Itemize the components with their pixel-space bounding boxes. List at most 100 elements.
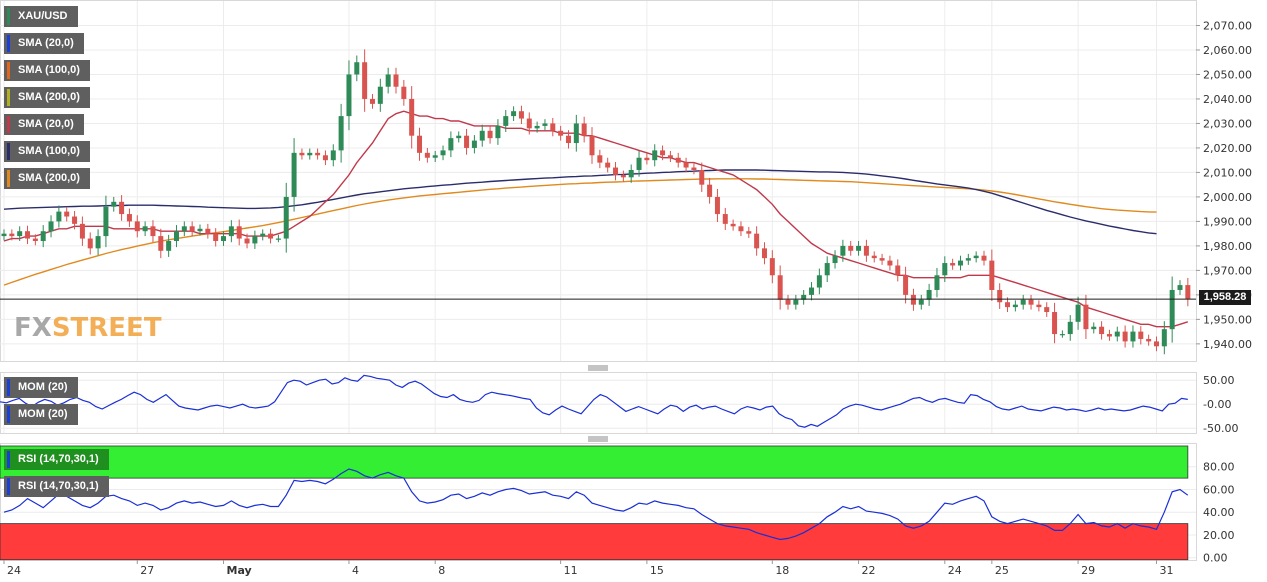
legend-label: SMA (100,0) xyxy=(18,145,80,157)
candle xyxy=(40,225,46,248)
candle xyxy=(863,239,869,262)
date-label: 27 xyxy=(140,564,154,577)
mom-tick-label: 50.00 xyxy=(1203,374,1235,387)
candle xyxy=(385,67,391,94)
candle xyxy=(1075,296,1081,330)
legend-item[interactable]: SMA (20,0) xyxy=(4,33,84,54)
candle-body xyxy=(895,265,901,276)
candle-body xyxy=(150,226,156,237)
candle xyxy=(707,177,713,204)
price-tick-label: 1,970.00 xyxy=(1203,264,1252,277)
candle-body xyxy=(769,258,775,276)
candle-body xyxy=(707,184,713,197)
candle xyxy=(605,157,611,173)
candle xyxy=(746,226,752,238)
price-tick-label: 2,060.00 xyxy=(1203,44,1252,57)
candle xyxy=(268,228,274,244)
candle xyxy=(354,55,360,82)
candle xyxy=(730,219,736,231)
candle-body xyxy=(40,231,46,241)
legend-item[interactable]: RSI (14,70,30,1) xyxy=(4,449,109,470)
legend-item[interactable]: SMA (200,0) xyxy=(4,87,90,108)
legend-item[interactable]: SMA (200,0) xyxy=(4,168,90,189)
legend-label: SMA (20,0) xyxy=(18,118,74,130)
sma-200-line xyxy=(3,178,1157,286)
candle-body xyxy=(1114,331,1120,337)
candle-body xyxy=(597,155,603,163)
panel-divider-2[interactable] xyxy=(588,436,608,442)
candle xyxy=(409,86,415,149)
date-label: 4 xyxy=(352,564,359,577)
candle xyxy=(573,114,579,152)
legend-item[interactable]: MOM (20) xyxy=(4,404,78,425)
candle xyxy=(1146,334,1152,346)
candle xyxy=(934,267,940,298)
candle xyxy=(338,103,344,163)
candle-body xyxy=(1091,326,1097,330)
candle-body xyxy=(189,226,195,232)
candle-body xyxy=(417,135,423,153)
candle-body xyxy=(832,255,838,264)
candle-body xyxy=(793,299,799,305)
legend-item[interactable]: SMA (20,0) xyxy=(4,114,84,135)
candle xyxy=(848,241,854,256)
candle-body xyxy=(64,211,70,217)
candle-body xyxy=(761,248,767,259)
candle-body xyxy=(934,275,940,290)
candle xyxy=(456,131,462,143)
candle xyxy=(534,121,540,133)
candle xyxy=(330,144,336,167)
candle-body xyxy=(1099,326,1105,335)
candle xyxy=(871,251,877,263)
date-label: 8 xyxy=(438,564,445,577)
price-tick-label: 2,040.00 xyxy=(1203,93,1252,106)
candle-body xyxy=(550,123,556,131)
candle xyxy=(307,148,313,160)
date-label: 25 xyxy=(995,564,1009,577)
panel-divider-1[interactable] xyxy=(588,365,608,371)
legend-item[interactable]: MOM (20) xyxy=(4,377,78,398)
candle xyxy=(887,255,893,271)
mom-tick-label: -0.00 xyxy=(1203,398,1231,411)
sma-100-line xyxy=(3,169,1157,235)
legend-swatch xyxy=(7,62,10,79)
legend-swatch xyxy=(7,143,10,160)
candle-body xyxy=(503,116,509,126)
candle-body xyxy=(981,255,987,261)
candle xyxy=(824,256,830,283)
candle-body xyxy=(1059,334,1065,336)
candle-body xyxy=(848,245,854,251)
candle xyxy=(722,207,728,230)
candle-body xyxy=(87,238,93,249)
price-tick-label: 2,070.00 xyxy=(1203,19,1252,32)
candle xyxy=(1036,300,1042,312)
candle xyxy=(1059,330,1065,338)
legend-item[interactable]: SMA (100,0) xyxy=(4,141,90,162)
candle-body xyxy=(691,167,697,170)
date-label: 31 xyxy=(1159,564,1173,577)
rsi-tick-label: 0.00 xyxy=(1203,552,1228,565)
candle xyxy=(432,151,438,163)
candle xyxy=(1169,276,1175,343)
candle xyxy=(119,195,125,221)
candle xyxy=(377,78,383,112)
candle xyxy=(369,94,375,109)
candle-body xyxy=(72,216,78,224)
candle-body xyxy=(879,258,885,261)
candle-body xyxy=(856,245,862,251)
candle xyxy=(942,256,948,283)
candle xyxy=(166,234,172,257)
candle-body xyxy=(1161,329,1167,347)
legend-item[interactable]: RSI (14,70,30,1) xyxy=(4,476,109,497)
candle xyxy=(801,289,807,305)
rsi-tick-label: 40.00 xyxy=(1203,506,1235,519)
candle xyxy=(1138,326,1144,345)
legend-item[interactable]: XAU/USD xyxy=(4,6,78,27)
legend-item[interactable]: SMA (100,0) xyxy=(4,60,90,81)
candle xyxy=(471,135,477,154)
candle xyxy=(714,188,720,223)
candle xyxy=(895,259,901,282)
price-tick-label: 1,980.00 xyxy=(1203,240,1252,253)
candle-body xyxy=(95,236,101,249)
